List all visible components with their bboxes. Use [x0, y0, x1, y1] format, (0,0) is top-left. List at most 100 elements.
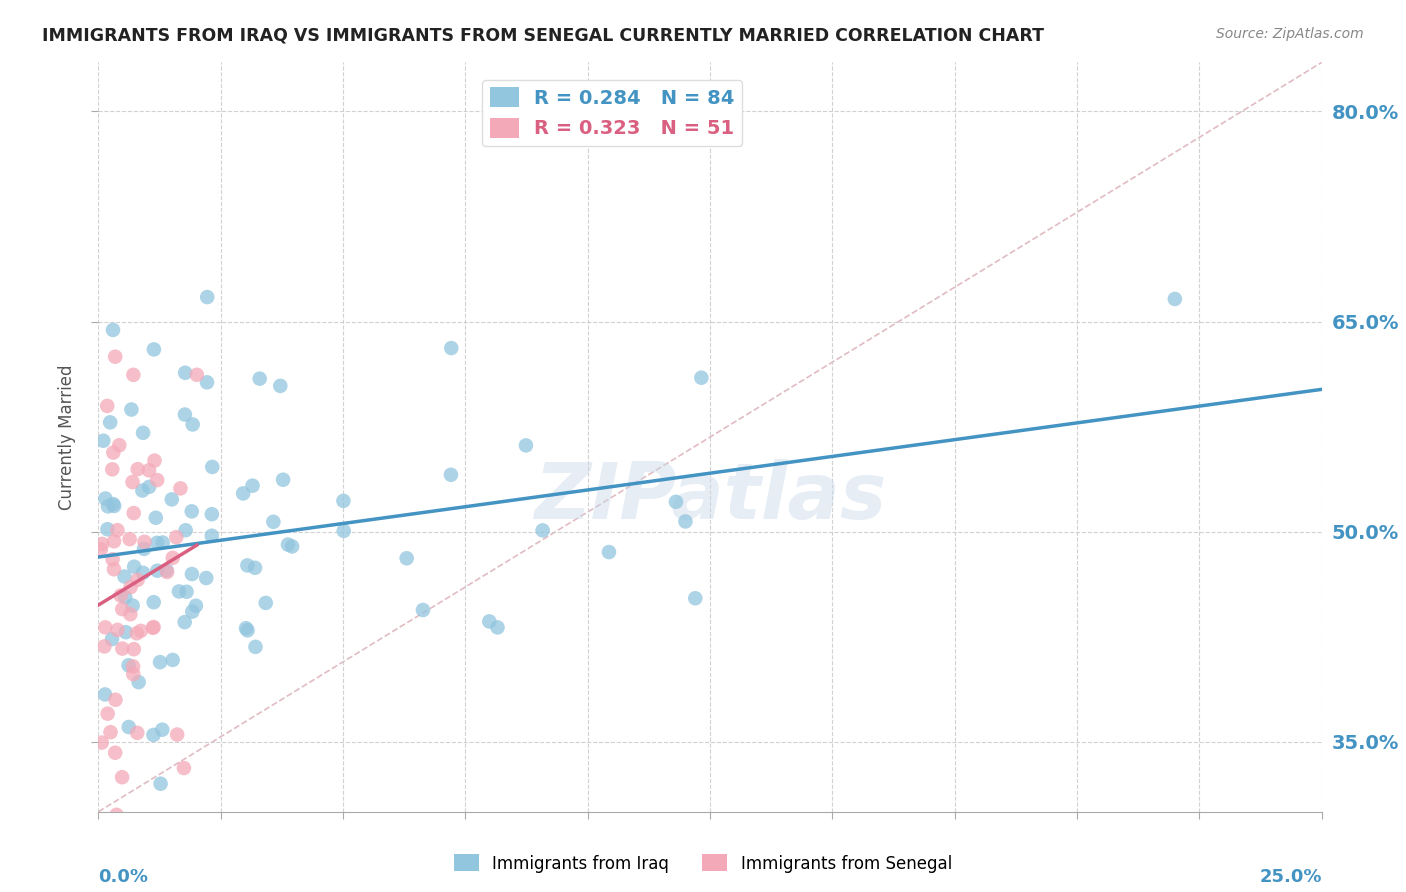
Point [115, 625, 138, 640]
Point [249, 372, 271, 386]
Point [146, 564, 169, 578]
Point [156, 565, 179, 579]
Point [117, 658, 139, 673]
Point [254, 596, 277, 610]
Point [184, 599, 207, 613]
Point [156, 563, 179, 577]
Point [478, 615, 501, 629]
Point [121, 599, 143, 613]
Point [91, 434, 114, 448]
Point [101, 462, 124, 476]
Point [98, 415, 121, 429]
Point [166, 727, 188, 741]
Point [111, 641, 134, 656]
Point [127, 573, 149, 587]
Point [94, 620, 117, 634]
Point [162, 550, 184, 565]
Point [281, 540, 304, 554]
Point [235, 621, 257, 635]
Point [142, 595, 165, 609]
Point [120, 402, 142, 417]
Point [118, 720, 141, 734]
Point [94, 688, 117, 702]
Point [598, 545, 620, 559]
Point [146, 536, 169, 550]
Point [201, 507, 224, 521]
Point [103, 562, 125, 576]
Point [167, 584, 190, 599]
Point [138, 480, 160, 494]
Point [107, 523, 129, 537]
Point [122, 368, 145, 382]
Point [181, 417, 204, 432]
Point [149, 777, 172, 791]
Point [111, 602, 134, 616]
Point [97, 500, 120, 514]
Point [332, 494, 354, 508]
Point [195, 290, 218, 304]
Point [165, 530, 187, 544]
Point [101, 552, 124, 566]
Point [131, 483, 153, 498]
Point [174, 408, 197, 422]
Point [146, 473, 169, 487]
Point [195, 376, 218, 390]
Point [173, 761, 195, 775]
Point [142, 621, 165, 635]
Point [174, 523, 197, 537]
Point [125, 626, 148, 640]
Point [531, 524, 554, 538]
Point [262, 515, 284, 529]
Point [129, 624, 152, 638]
Point [127, 726, 149, 740]
Point [142, 620, 165, 634]
Point [160, 492, 183, 507]
Point [162, 653, 184, 667]
Point [149, 655, 172, 669]
Point [271, 473, 294, 487]
Point [173, 615, 195, 629]
Point [103, 445, 125, 459]
Point [104, 692, 127, 706]
Point [269, 379, 291, 393]
Point [142, 343, 165, 357]
Point [440, 467, 463, 482]
Point [104, 350, 127, 364]
Point [138, 463, 160, 477]
Point [122, 506, 145, 520]
Point [103, 497, 125, 511]
Y-axis label: Currently Married: Currently Married [58, 364, 76, 510]
Point [111, 770, 134, 784]
Point [395, 551, 418, 566]
Point [332, 524, 354, 538]
Point [515, 438, 537, 452]
Point [195, 571, 218, 585]
Point [128, 675, 150, 690]
Point [152, 535, 174, 549]
Point [132, 566, 155, 580]
Point [96, 399, 118, 413]
Point [103, 499, 125, 513]
Point [675, 515, 697, 529]
Point [1164, 292, 1187, 306]
Point [201, 529, 224, 543]
Text: 0.0%: 0.0% [98, 868, 149, 886]
Point [232, 486, 254, 500]
Point [101, 632, 124, 646]
Point [690, 370, 713, 384]
Point [93, 640, 115, 654]
Point [186, 368, 208, 382]
Point [122, 642, 145, 657]
Point [683, 591, 706, 606]
Point [108, 438, 131, 452]
Point [101, 323, 124, 337]
Point [122, 667, 145, 681]
Point [143, 453, 166, 467]
Point [181, 605, 204, 619]
Point [132, 541, 155, 556]
Text: 25.0%: 25.0% [1260, 868, 1322, 886]
Point [90, 736, 112, 750]
Point [236, 624, 259, 638]
Point [114, 569, 136, 583]
Point [145, 510, 167, 524]
